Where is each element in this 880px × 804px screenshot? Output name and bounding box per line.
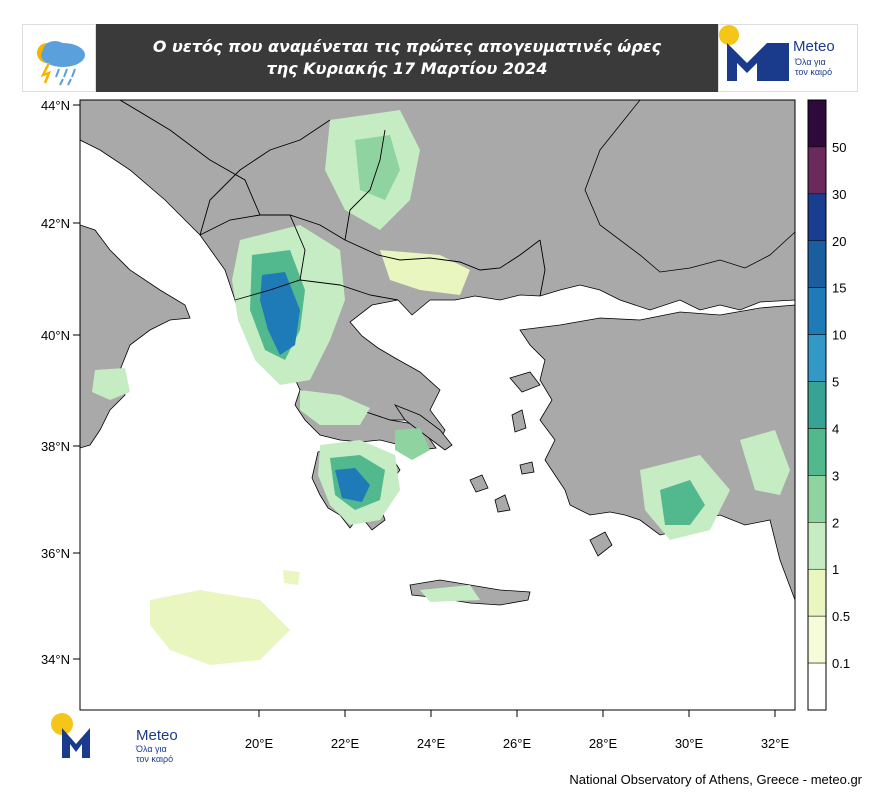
rain-cloud-icon bbox=[37, 41, 85, 86]
legend-label: 20 bbox=[832, 234, 846, 249]
header-logo-brand: Meteo bbox=[793, 38, 835, 55]
legend-label: 5 bbox=[832, 375, 839, 390]
rain-patch-macedonia bbox=[380, 250, 470, 295]
lon-tick-26: 26°E bbox=[503, 736, 532, 751]
rain-patch-turkey-se bbox=[740, 430, 790, 495]
legend-swatch bbox=[807, 381, 827, 429]
rain-patches bbox=[92, 110, 790, 665]
footer-logo-tagline-1: Όλα για bbox=[135, 744, 167, 754]
lat-tick-36: 36°N bbox=[41, 546, 70, 561]
land-rhodes bbox=[589, 531, 613, 557]
land-evia bbox=[393, 404, 453, 451]
weather-icon-box bbox=[22, 24, 96, 92]
legend-label: 15 bbox=[832, 281, 846, 296]
legend-swatch bbox=[807, 615, 827, 664]
legend-label: 1 bbox=[832, 562, 839, 577]
land-cyclades bbox=[469, 461, 535, 513]
legend-swatch bbox=[807, 662, 827, 711]
country-borders bbox=[119, 100, 546, 301]
legend-label: 30 bbox=[832, 187, 846, 202]
header-logo: Meteo Όλα για τον καιρό bbox=[718, 24, 858, 92]
footer-credit: National Observatory of Athens, Greece -… bbox=[569, 772, 862, 787]
lat-axis: 44°N 42°N 40°N 38°N 36°N 34°N bbox=[41, 98, 80, 667]
legend-swatch bbox=[807, 240, 827, 288]
rain-patch-sea-small bbox=[283, 570, 300, 585]
rain-patch-turkey-sw-core bbox=[660, 480, 705, 525]
footer-logo-tagline-2: τον καιρό bbox=[136, 754, 173, 764]
lat-tick-34: 34°N bbox=[41, 652, 70, 667]
rain-patch-epirus-heavy bbox=[260, 272, 300, 355]
lat-tick-38: 38°N bbox=[41, 439, 70, 454]
title-line-1: Ο υετός που αναμένεται τις πρώτες απογευ… bbox=[152, 37, 662, 56]
lon-tick-20: 20°E bbox=[245, 736, 274, 751]
lon-tick-30: 30°E bbox=[675, 736, 704, 751]
rain-patch-ionian-sea bbox=[150, 590, 290, 665]
legend-label: 0.1 bbox=[832, 656, 850, 671]
legend-frame bbox=[807, 99, 827, 711]
sun-icon bbox=[51, 713, 73, 735]
legend-swatch bbox=[807, 475, 827, 523]
legend-swatch bbox=[807, 99, 827, 148]
logo-m-icon bbox=[727, 43, 767, 81]
legend-label: 2 bbox=[832, 515, 839, 530]
rain-patch-peloponnese-heavy bbox=[335, 468, 370, 502]
legend-label: 0.5 bbox=[832, 609, 850, 624]
lat-tick-40: 40°N bbox=[41, 328, 70, 343]
land-anatolia bbox=[519, 304, 795, 601]
rain-patch-crete bbox=[420, 585, 480, 602]
header-banner: Ο υετός που αναμένεται τις πρώτες απογευ… bbox=[22, 24, 858, 92]
land-lesvos bbox=[509, 371, 541, 393]
lat-tick-44: 44°N bbox=[41, 98, 70, 113]
rain-patch-attica bbox=[395, 428, 430, 460]
legend-colorbar: 50 30 20 15 10 5 4 3 2 1 0.5 0.1 bbox=[807, 99, 850, 711]
legend-swatch bbox=[807, 522, 827, 570]
legend-swatch bbox=[807, 334, 827, 382]
legend-label: 50 bbox=[832, 140, 846, 155]
lon-tick-22: 22°E bbox=[331, 736, 360, 751]
lon-axis: 20°E 22°E 24°E 26°E 28°E 30°E 32°E bbox=[245, 710, 790, 751]
meteo-m-icon bbox=[62, 728, 90, 758]
header-logo-tagline-2: τον καιρό bbox=[795, 67, 832, 77]
legend-label: 10 bbox=[832, 328, 846, 343]
land-chios bbox=[511, 409, 527, 433]
logo-sun-icon bbox=[719, 25, 739, 45]
lon-tick-28: 28°E bbox=[589, 736, 618, 751]
map-frame bbox=[79, 99, 796, 711]
title-line-2: της Κυριακής 17 Μαρτίου 2024 bbox=[266, 59, 548, 78]
rain-patch-calabria bbox=[92, 368, 130, 400]
rain-patch-central bbox=[300, 390, 370, 425]
legend-swatch bbox=[807, 193, 827, 242]
header-logo-tagline-1: Όλα για bbox=[794, 57, 826, 67]
title-box: Ο υετός που αναμένεται τις πρώτες απογευ… bbox=[96, 24, 718, 92]
legend-label: 3 bbox=[832, 468, 839, 483]
footer-logo-brand: Meteo bbox=[136, 727, 178, 744]
legend-swatch bbox=[807, 146, 827, 195]
logo-m-bar bbox=[767, 43, 789, 81]
lon-tick-32: 32°E bbox=[761, 736, 790, 751]
lat-tick-42: 42°N bbox=[41, 216, 70, 231]
lon-tick-24: 24°E bbox=[417, 736, 446, 751]
legend-label: 4 bbox=[832, 421, 839, 436]
legend-swatch bbox=[807, 568, 827, 617]
legend-swatch bbox=[807, 428, 827, 476]
footer-logo: Meteo Όλα για τον καιρό bbox=[51, 713, 178, 764]
legend-swatch bbox=[807, 287, 827, 335]
